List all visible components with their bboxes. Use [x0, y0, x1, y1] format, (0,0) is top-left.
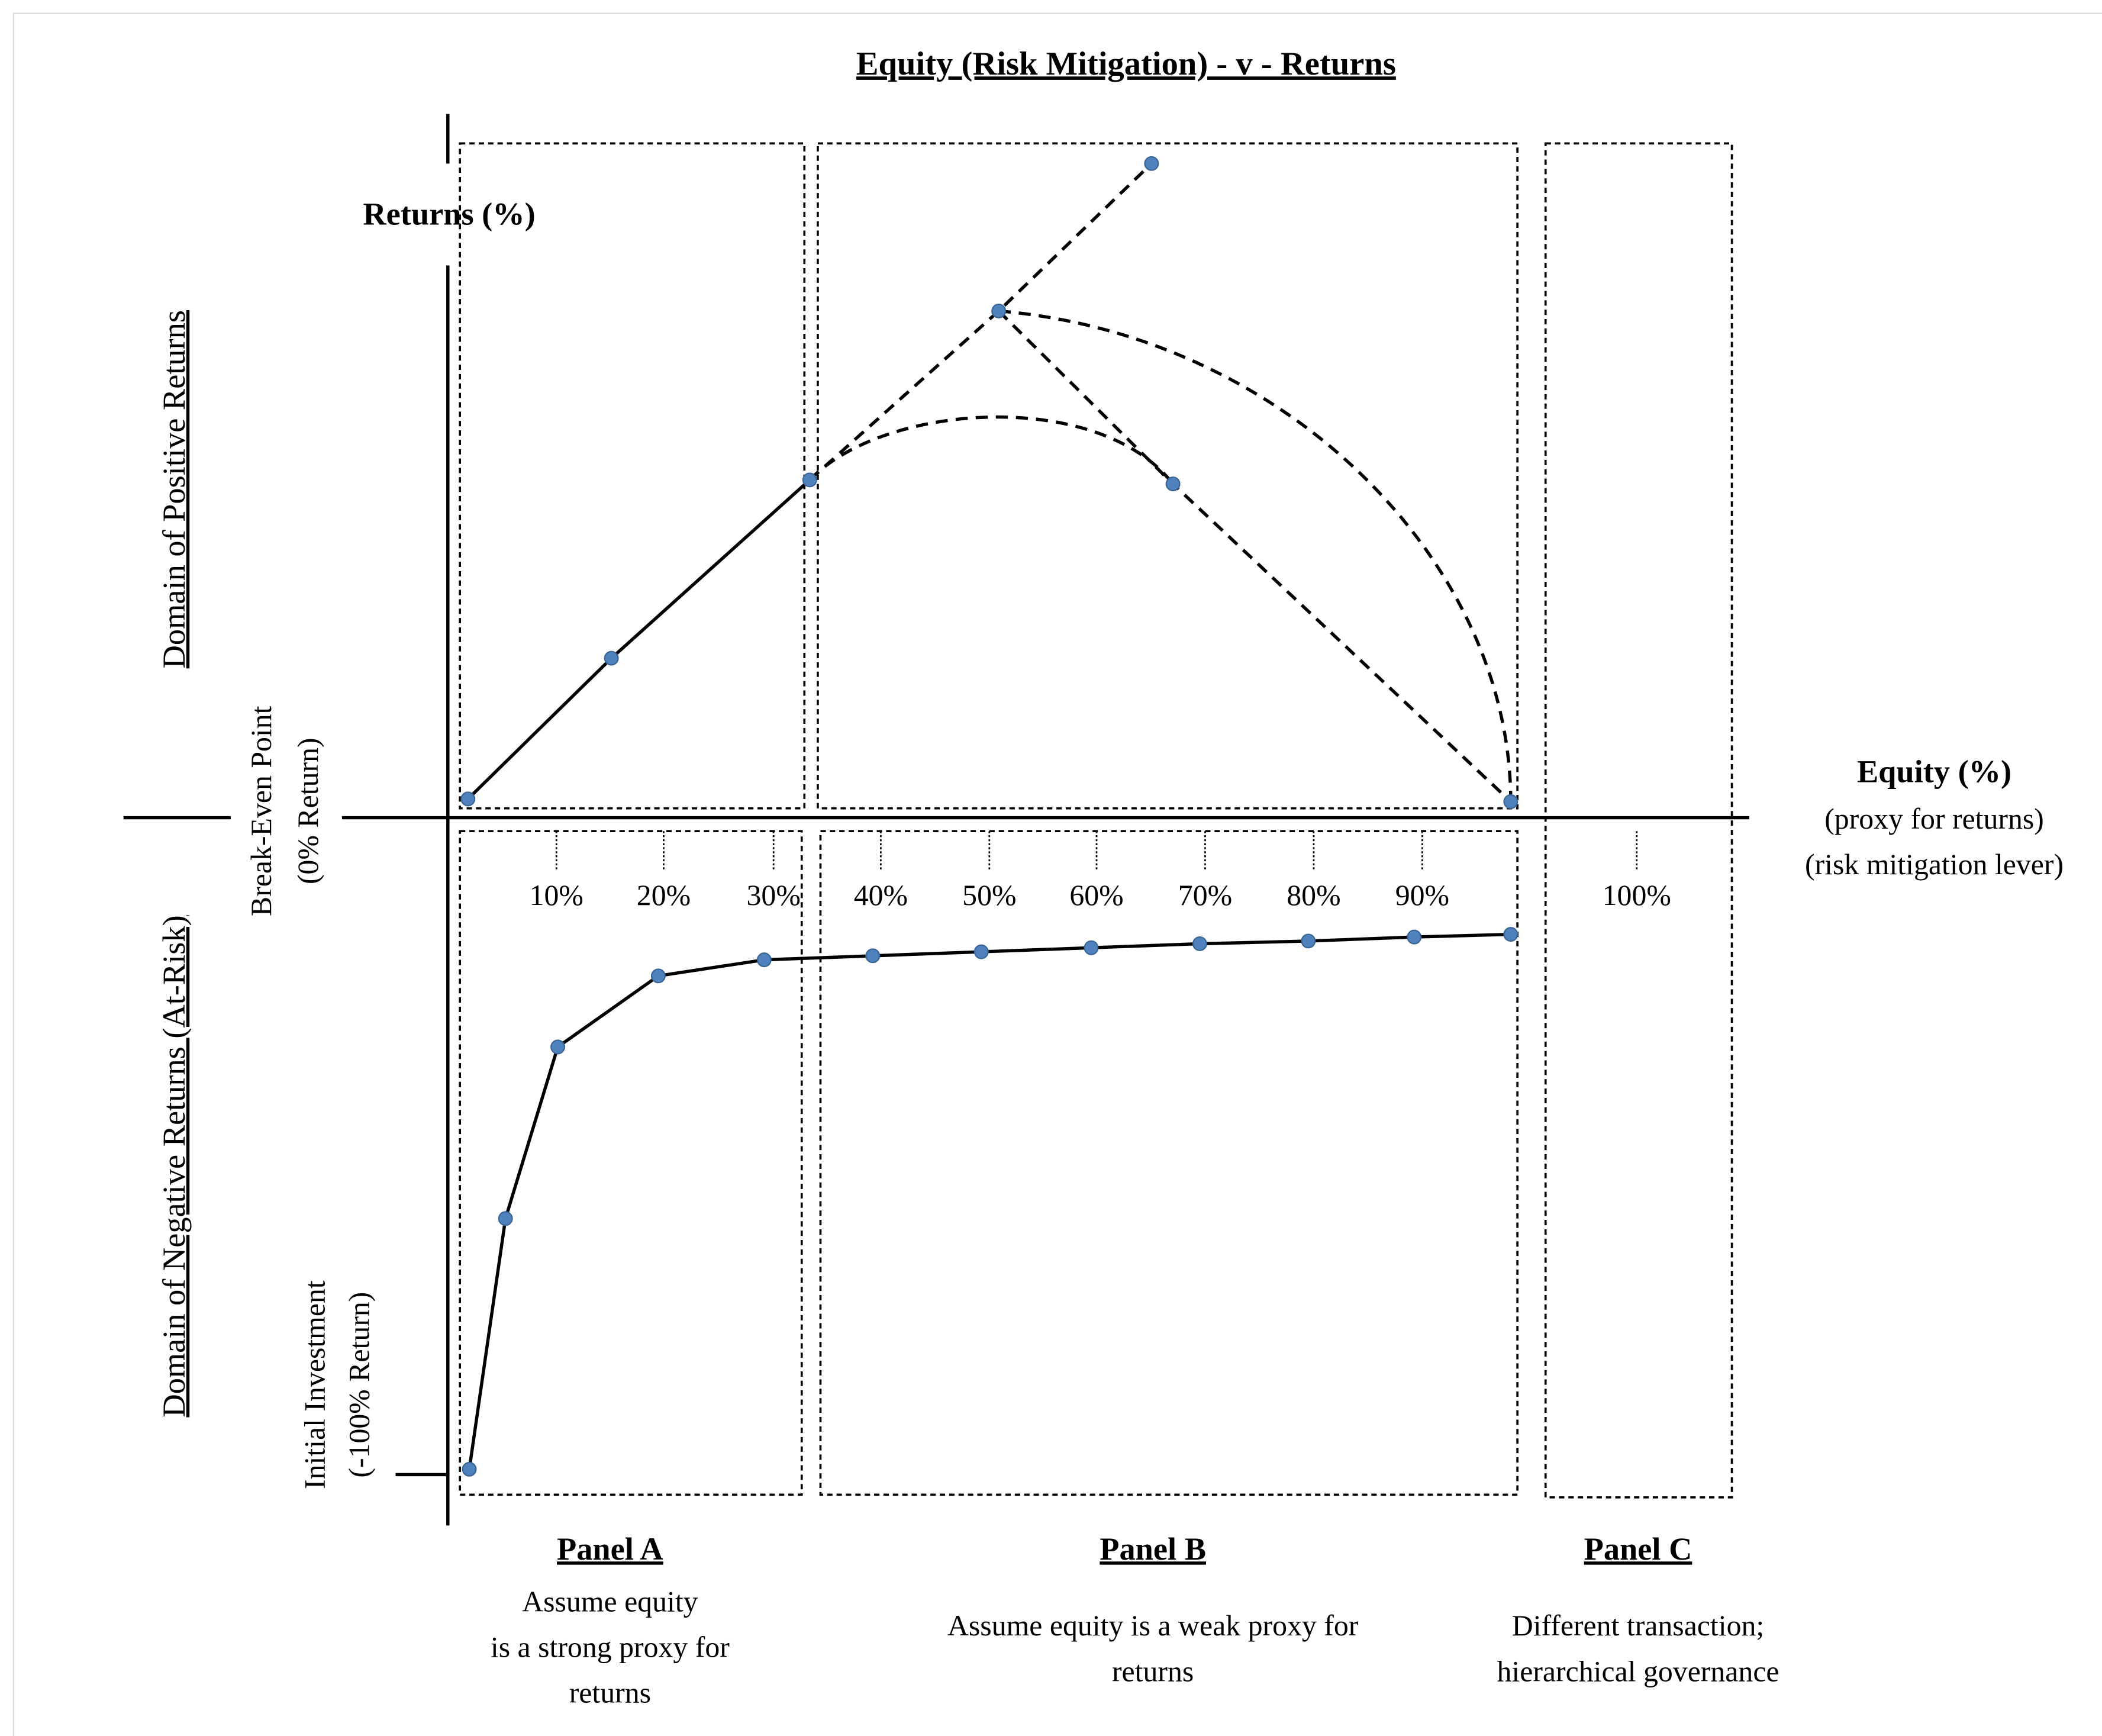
- point: [1503, 927, 1519, 942]
- point: [802, 472, 817, 488]
- point: [462, 1461, 477, 1477]
- x-axis-sublabel: (risk mitigation lever): [1805, 848, 2064, 881]
- panel-name: Panel A: [557, 1531, 663, 1567]
- x-tick-label: 90%: [1395, 879, 1449, 912]
- point: [1301, 933, 1316, 949]
- positive-points: [460, 156, 1519, 809]
- frame: [12, 12, 2102, 1736]
- y-axis-label: Returns (%): [363, 196, 535, 231]
- panel-name: Panel C: [1584, 1531, 1692, 1567]
- break-even: (0% Return): [292, 737, 324, 884]
- point: [1165, 476, 1181, 492]
- panel-a-bottom: [459, 830, 803, 1496]
- panel-b-bottom: [819, 830, 1519, 1496]
- panel-description: Assume equity: [522, 1585, 698, 1618]
- negative-points: [462, 927, 1519, 1477]
- initial-investment: (-100% Return): [343, 1292, 375, 1478]
- strong-proxy-line: [466, 478, 811, 800]
- point: [991, 303, 1007, 318]
- point: [1084, 940, 1099, 955]
- point: [498, 1211, 513, 1226]
- x-tick-label: 10%: [530, 879, 583, 912]
- x-tick-label: 40%: [854, 879, 908, 912]
- break-even: Break-Even Point: [245, 706, 278, 916]
- x-tick-label: 60%: [1069, 879, 1123, 912]
- initial-investment: Initial Investment: [299, 1280, 331, 1489]
- panel-b-top: [817, 142, 1519, 810]
- x-axis-label: Equity (%): [1857, 754, 2011, 790]
- panel-a-top: [459, 142, 806, 810]
- panel-description: is a strong proxy for: [491, 1631, 730, 1663]
- panel-description: returns: [569, 1676, 651, 1709]
- panel-description: hierarchical governance: [1497, 1655, 1779, 1687]
- point: [865, 948, 881, 964]
- x-tick-label: 100%: [1603, 879, 1671, 912]
- panel-description: Assume equity is a weak proxy for: [947, 1609, 1359, 1642]
- negative-domain: Domain of Negative Returns (At-Risk): [156, 915, 192, 1417]
- title: Equity (Risk Mitigation) - v - Returns: [856, 46, 1396, 82]
- point: [973, 944, 989, 959]
- point: [550, 1039, 565, 1055]
- dashed-extension: [808, 162, 1153, 481]
- dashed-arc-small: [808, 415, 1175, 485]
- panel-c: [1544, 142, 1733, 1499]
- positive-domain: Domain of Positive Returns: [156, 310, 192, 668]
- point: [650, 968, 666, 984]
- x-tick-label: 80%: [1287, 879, 1340, 912]
- point: [460, 791, 476, 807]
- x-tick-label: 50%: [962, 879, 1016, 912]
- risk-curve: [468, 932, 1511, 1470]
- x-tick-label: 20%: [637, 879, 691, 912]
- point: [1144, 156, 1159, 171]
- point: [1192, 936, 1207, 951]
- dashed-arc-large: [998, 309, 1513, 802]
- point: [1503, 794, 1519, 809]
- panel-name: Panel B: [1100, 1531, 1206, 1567]
- dashed-decline: [997, 310, 1512, 803]
- x-ticks: 10% 20% 30% 40% 50% 60% 70% 80% 90% 100%: [530, 831, 1671, 912]
- point: [756, 952, 772, 968]
- panel-description: returns: [1112, 1655, 1194, 1687]
- x-tick-label: 70%: [1178, 879, 1232, 912]
- point: [1407, 929, 1422, 945]
- point: [604, 650, 619, 666]
- x-axis-sublabel: (proxy for returns): [1824, 803, 2044, 835]
- x-tick-label: 30%: [747, 879, 801, 912]
- panel-description: Different transaction;: [1512, 1609, 1764, 1642]
